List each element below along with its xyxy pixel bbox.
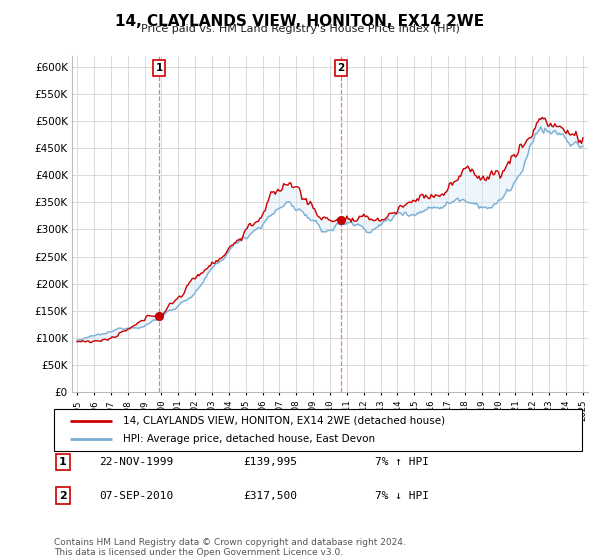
Text: Price paid vs. HM Land Registry's House Price Index (HPI): Price paid vs. HM Land Registry's House … (140, 24, 460, 34)
Text: 22-NOV-1999: 22-NOV-1999 (99, 457, 173, 467)
Text: 14, CLAYLANDS VIEW, HONITON, EX14 2WE: 14, CLAYLANDS VIEW, HONITON, EX14 2WE (115, 14, 485, 29)
Text: 1: 1 (59, 457, 67, 467)
Text: £139,995: £139,995 (243, 457, 297, 467)
Text: 07-SEP-2010: 07-SEP-2010 (99, 491, 173, 501)
Text: 14, CLAYLANDS VIEW, HONITON, EX14 2WE (detached house): 14, CLAYLANDS VIEW, HONITON, EX14 2WE (d… (122, 416, 445, 426)
Text: £317,500: £317,500 (243, 491, 297, 501)
Text: HPI: Average price, detached house, East Devon: HPI: Average price, detached house, East… (122, 434, 375, 444)
Text: 1: 1 (155, 63, 163, 73)
Text: Contains HM Land Registry data © Crown copyright and database right 2024.
This d: Contains HM Land Registry data © Crown c… (54, 538, 406, 557)
Text: 7% ↓ HPI: 7% ↓ HPI (375, 491, 429, 501)
Text: 2: 2 (59, 491, 67, 501)
Text: 7% ↑ HPI: 7% ↑ HPI (375, 457, 429, 467)
Text: 2: 2 (338, 63, 345, 73)
FancyBboxPatch shape (54, 409, 582, 451)
